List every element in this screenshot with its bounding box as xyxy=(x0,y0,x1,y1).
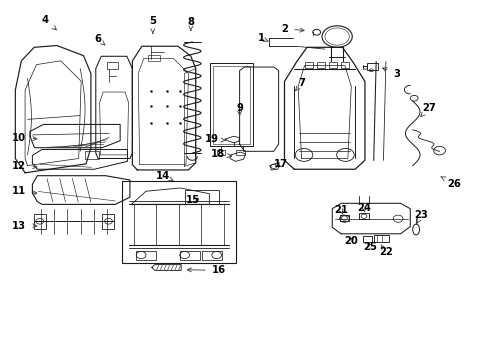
Bar xyxy=(213,66,250,144)
Bar xyxy=(216,149,225,155)
Bar xyxy=(184,190,219,204)
Text: 20: 20 xyxy=(343,236,357,246)
Text: 9: 9 xyxy=(236,103,243,116)
Bar xyxy=(106,62,118,68)
Text: 22: 22 xyxy=(378,245,392,257)
Bar xyxy=(148,55,159,61)
Bar xyxy=(236,149,244,155)
Text: 15: 15 xyxy=(186,195,200,205)
Bar xyxy=(373,235,388,242)
Text: 17: 17 xyxy=(273,159,287,169)
Bar xyxy=(366,63,377,69)
Text: 1: 1 xyxy=(258,33,267,43)
Bar xyxy=(316,62,324,68)
Text: 19: 19 xyxy=(204,134,225,144)
Text: 2: 2 xyxy=(281,24,304,34)
Text: 3: 3 xyxy=(382,68,400,79)
Text: 8: 8 xyxy=(187,17,194,30)
Text: 4: 4 xyxy=(42,15,56,30)
Bar xyxy=(304,62,312,68)
Bar xyxy=(136,251,156,260)
Text: 27: 27 xyxy=(420,103,435,117)
Bar xyxy=(202,251,221,260)
Bar xyxy=(180,251,199,260)
Text: 5: 5 xyxy=(149,17,156,33)
Bar xyxy=(328,62,336,68)
Bar xyxy=(340,62,348,68)
Text: 12: 12 xyxy=(12,161,37,171)
Text: 26: 26 xyxy=(440,176,460,189)
Text: 14: 14 xyxy=(155,171,173,181)
Text: 13: 13 xyxy=(12,221,37,231)
Bar xyxy=(122,181,236,263)
Text: 23: 23 xyxy=(414,210,427,223)
Bar xyxy=(362,236,371,242)
Bar xyxy=(34,214,46,229)
Text: 6: 6 xyxy=(95,35,104,45)
Bar xyxy=(84,152,99,159)
Text: 18: 18 xyxy=(210,149,231,159)
Text: 21: 21 xyxy=(333,206,347,216)
Text: 25: 25 xyxy=(363,242,376,252)
Text: 7: 7 xyxy=(295,78,305,90)
Bar xyxy=(358,213,368,220)
Bar xyxy=(210,63,253,146)
Text: 10: 10 xyxy=(12,133,37,143)
Bar xyxy=(102,214,114,229)
Text: 16: 16 xyxy=(187,265,226,275)
Text: 24: 24 xyxy=(356,203,370,213)
Text: 11: 11 xyxy=(12,186,37,197)
Bar xyxy=(339,215,348,221)
